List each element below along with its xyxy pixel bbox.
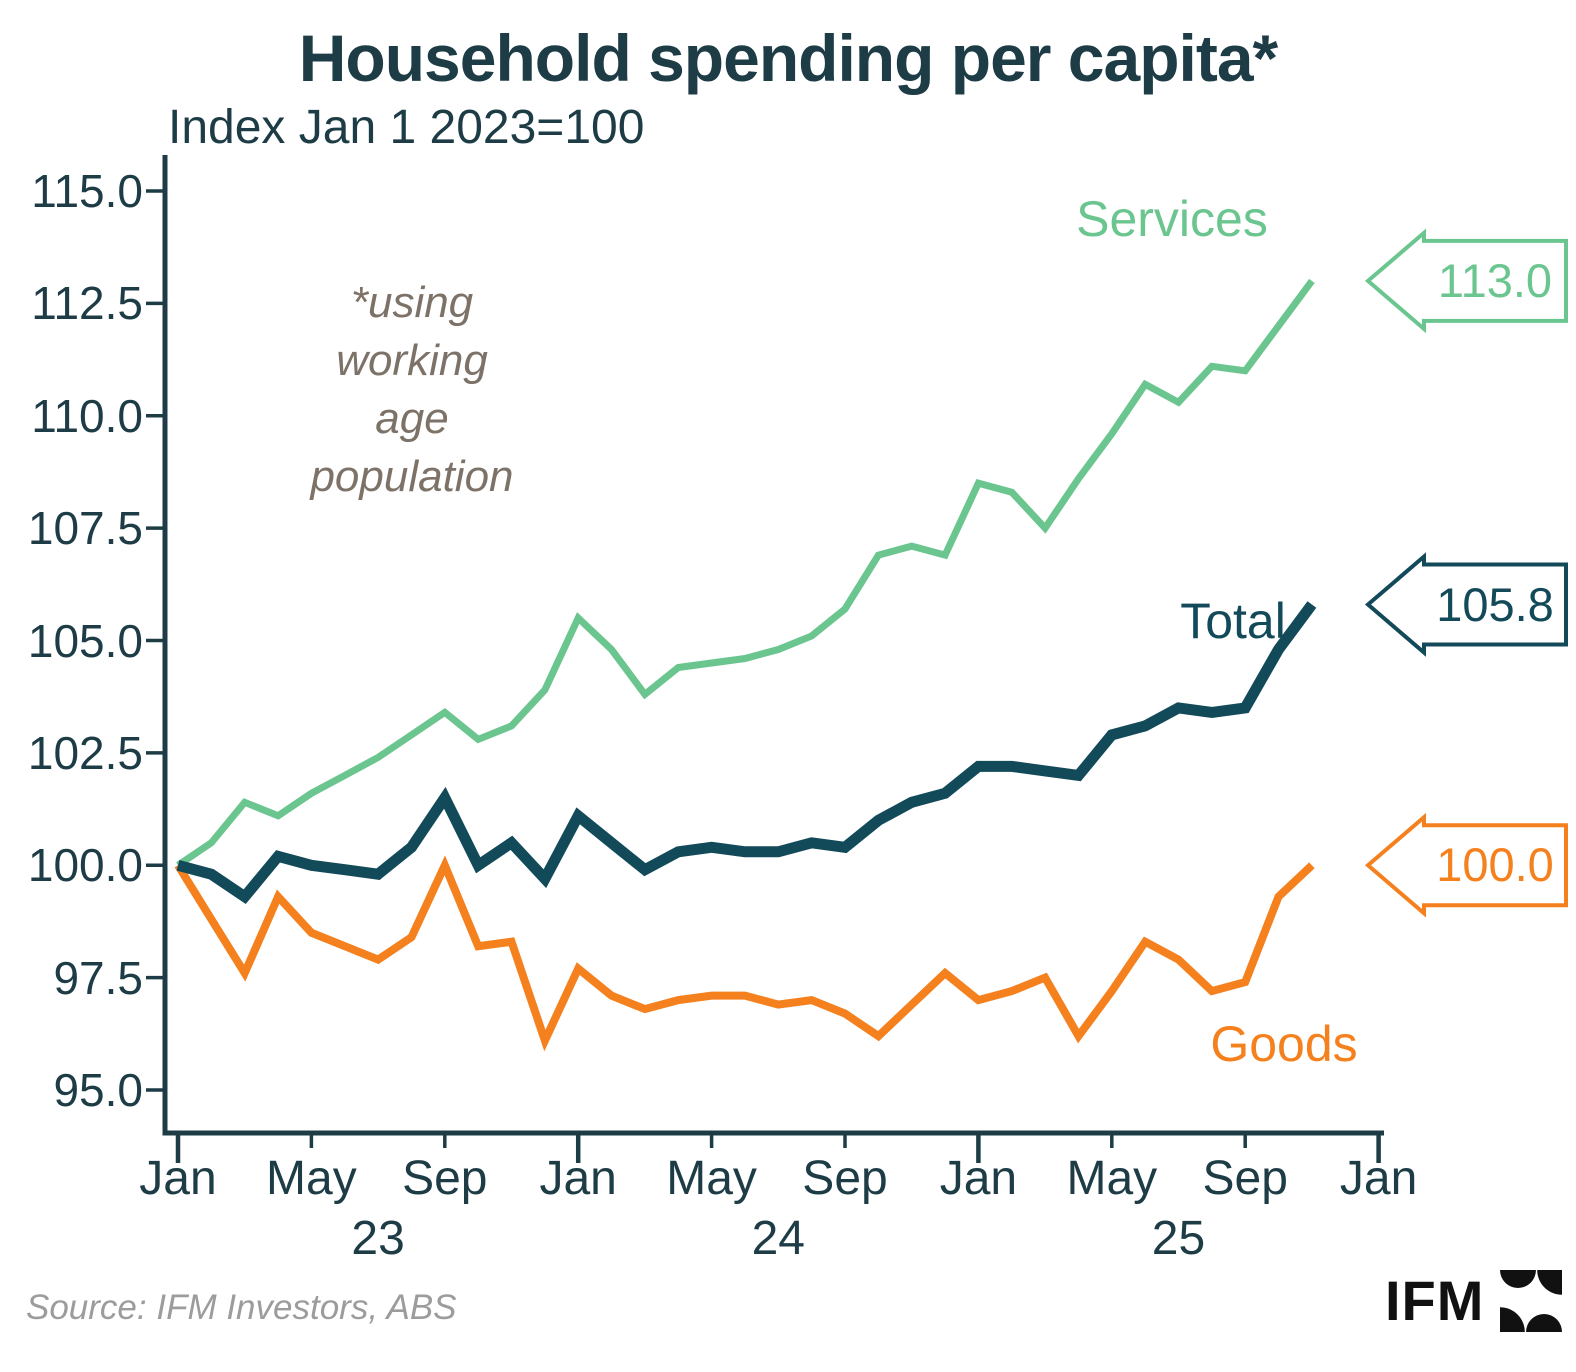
x-tick-label: May [1066, 1152, 1158, 1205]
services-series-label: Services [1076, 191, 1268, 247]
y-tick-label: 95.0 [53, 1064, 143, 1116]
x-tick-label: Jan [939, 1152, 1018, 1205]
y-tick-label: 115.0 [31, 165, 143, 217]
annotation-line: *using [350, 278, 474, 327]
ifm-logo-mark-icon [1500, 1269, 1563, 1332]
y-tick-label: 112.5 [31, 277, 143, 330]
x-tick-label: Jan [539, 1152, 617, 1205]
goods-series-label: Goods [1210, 1016, 1358, 1072]
y-tick-label: 107.5 [27, 502, 143, 555]
y-tick-label: 100.0 [27, 839, 143, 892]
services-end-value: 113.0 [1437, 253, 1553, 307]
y-tick-label: 110.0 [31, 389, 143, 442]
chart-subtitle: Index Jan 1 2023=100 [168, 101, 645, 154]
annotation-line: working [336, 336, 488, 385]
x-tick-label: Jan [1339, 1152, 1418, 1205]
total-end-callout [1364, 552, 1568, 657]
annotation-line: age [375, 394, 449, 443]
goods-end-value: 100.0 [1436, 838, 1554, 892]
services-end-callout [1364, 228, 1568, 334]
annotation-line: population [310, 452, 514, 501]
source-credit: Source: IFM Investors, ABS [26, 1288, 457, 1327]
goods-line [174, 855, 1315, 1052]
ifm-logo: IFM [1385, 1268, 1563, 1333]
footnote-annotation: *using working age population [212, 274, 612, 506]
x-year-label: 23 [351, 1212, 405, 1265]
goods-end-callout [1364, 812, 1568, 918]
x-tick-label: Jan [139, 1152, 217, 1205]
total-end-value: 105.8 [1436, 577, 1554, 631]
chart-title: Household spending per capita* [298, 21, 1278, 95]
x-year-label: 24 [751, 1212, 805, 1265]
ifm-logo-text: IFM [1385, 1269, 1485, 1332]
x-tick-label: Sep [402, 1152, 488, 1205]
x-tick-label: Sep [1202, 1152, 1288, 1205]
x-year-label: 25 [1151, 1212, 1206, 1265]
y-tick-label: 97.5 [53, 951, 143, 1004]
total-line [176, 601, 1317, 905]
y-tick-label: 102.5 [27, 726, 143, 779]
x-tick-label: May [666, 1152, 757, 1205]
x-tick-label: May [266, 1152, 357, 1205]
services-line [176, 278, 1315, 869]
x-tick-label: Sep [802, 1152, 888, 1205]
total-series-label: Total [1180, 593, 1286, 649]
y-tick-label: 105.0 [27, 614, 143, 667]
